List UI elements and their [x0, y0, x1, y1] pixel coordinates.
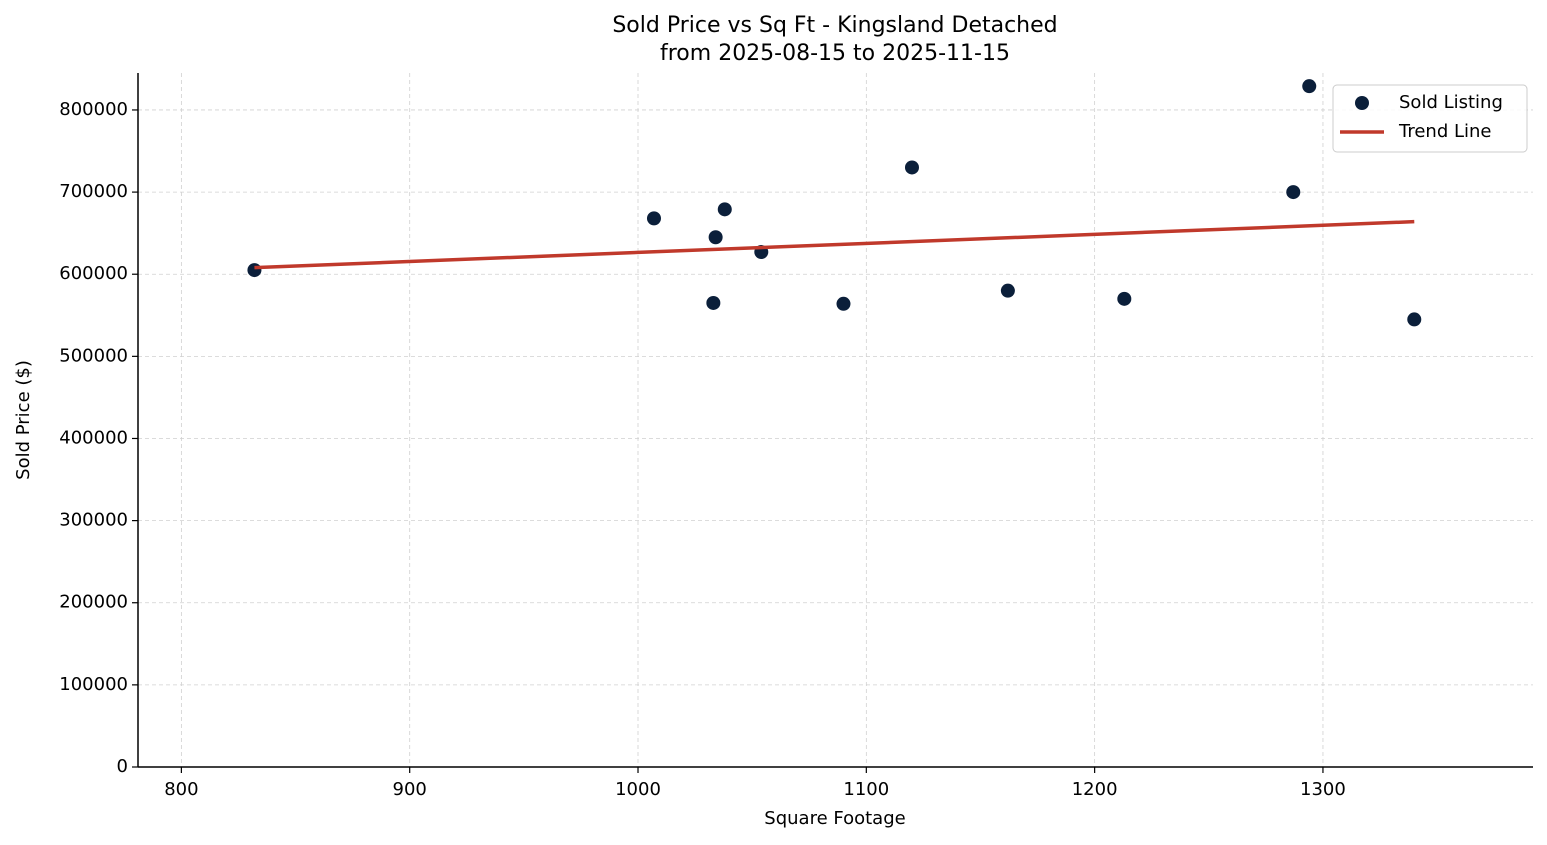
data-point: [1302, 79, 1317, 94]
data-point: [836, 296, 851, 311]
y-tick-label: 200000: [59, 592, 128, 613]
y-tick-label: 300000: [59, 510, 128, 531]
data-point: [717, 202, 732, 217]
y-tick-label: 100000: [59, 674, 128, 695]
data-point: [247, 263, 262, 278]
data-point: [904, 160, 919, 175]
y-tick-label: 600000: [59, 263, 128, 284]
y-tick-label: 400000: [59, 427, 128, 448]
data-point: [1407, 312, 1422, 327]
legend-marker: [1355, 96, 1369, 110]
x-tick-label: 1100: [843, 779, 889, 800]
x-tick-label: 1300: [1300, 779, 1346, 800]
grid: [138, 73, 1533, 768]
legend-label: Trend Line: [1398, 121, 1492, 142]
data-point: [708, 230, 723, 245]
plot-area: [247, 79, 1422, 327]
data-point: [1286, 185, 1301, 200]
chart-title: Sold Price vs Sq Ft - Kingsland Detached: [612, 13, 1057, 38]
y-tick-label: 700000: [59, 181, 128, 202]
legend-box: [1332, 84, 1528, 153]
data-point: [706, 295, 721, 310]
x-tick-label: 800: [164, 779, 198, 800]
legend: Sold Listing Trend Line: [1332, 84, 1528, 153]
data-point: [1117, 291, 1132, 306]
y-axis-label: Sold Price ($): [13, 360, 34, 480]
y-tick-label: 800000: [59, 99, 128, 120]
data-point: [646, 211, 661, 226]
x-tick-label: 1200: [1072, 779, 1118, 800]
x-axis-label: Square Footage: [764, 808, 905, 829]
y-tick-label: 0: [117, 756, 128, 777]
data-point: [1000, 283, 1015, 298]
y-tick-label: 500000: [59, 345, 128, 366]
x-tick-label: 1000: [615, 779, 661, 800]
x-tick-label: 900: [393, 779, 427, 800]
chart-subtitle: from 2025-08-15 to 2025-11-15: [660, 41, 1010, 66]
trend-line: [254, 219, 1415, 270]
legend-label: Sold Listing: [1399, 92, 1503, 113]
